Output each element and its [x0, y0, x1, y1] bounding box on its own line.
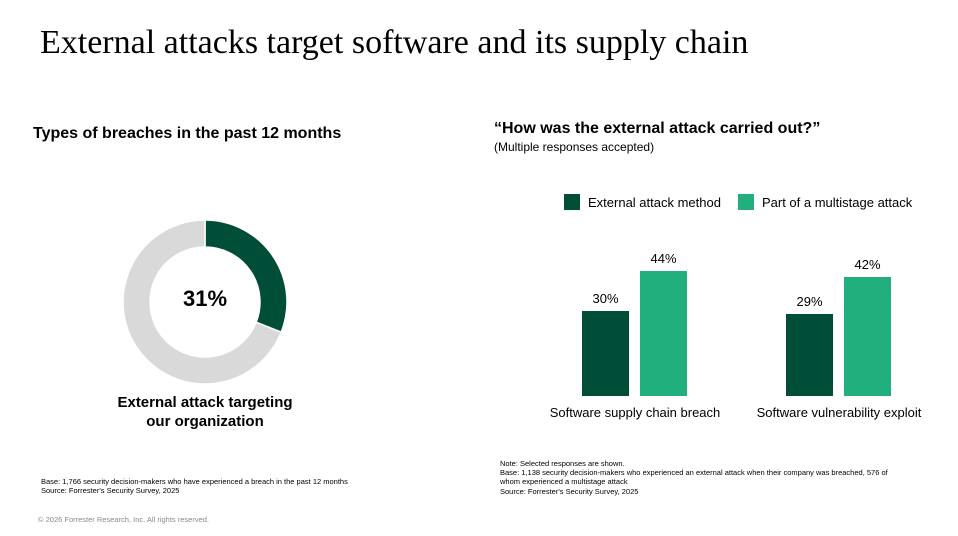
- category-label-supply-chain: Software supply chain breach: [549, 405, 721, 420]
- donut-caption-line1: External attack targeting: [117, 394, 293, 411]
- bar-value-label: 30%: [592, 290, 619, 306]
- bar-supply-chain-multistage: [640, 271, 687, 396]
- copyright: © 2026 Forrester Research, Inc. All righ…: [38, 515, 210, 524]
- left-footnote-base: Base: 1,766 security decision-makers who…: [41, 477, 348, 486]
- bar-value-label: 42%: [854, 256, 881, 272]
- bar-vulnerability-multistage: [844, 276, 891, 396]
- bar-vulnerability-external-method: [786, 313, 833, 396]
- right-footnote-base-2: whom experienced a multistage attack: [500, 477, 628, 486]
- donut-caption-line2: our organization: [146, 413, 264, 430]
- left-footnote-source: Source: Forrester's Security Survey, 202…: [41, 486, 180, 495]
- right-footnote-base-1: Base: 1,138 security decision-makers who…: [500, 468, 888, 477]
- bar-value-label: 44%: [650, 251, 677, 266]
- legend-swatch-dark-green: [564, 194, 580, 210]
- donut-caption: External attack targeting our organizati…: [90, 393, 320, 431]
- bar-chart-legend: External attack method Part of a multist…: [564, 194, 929, 210]
- right-footnote-source: Source: Forrester's Security Survey, 202…: [500, 487, 639, 496]
- donut-segment-other: [122, 219, 283, 385]
- right-footnote: Note: Selected responses are shown. Base…: [500, 459, 888, 496]
- legend-item-multistage-attack: Part of a multistage attack: [737, 194, 913, 210]
- category-label-vulnerability: Software vulnerability exploit: [756, 405, 922, 420]
- legend-label: Part of a multistage attack: [761, 194, 913, 210]
- donut-chart: [122, 219, 288, 385]
- bar-chart-title: “How was the external attack carried out…: [494, 120, 821, 137]
- right-footnote-note: Note: Selected responses are shown.: [500, 459, 625, 468]
- slide-title: External attacks target software and its…: [40, 24, 749, 61]
- left-footnote: Base: 1,766 security decision-makers who…: [41, 477, 348, 495]
- bar-chart-subtitle: (Multiple responses accepted): [494, 140, 655, 154]
- bar-supply-chain-external-method: [582, 310, 629, 396]
- bar-value-label: 29%: [796, 293, 823, 309]
- legend-item-external-attack-method: External attack method: [564, 194, 721, 210]
- donut-chart-title: Types of breaches in the past 12 months: [33, 125, 342, 142]
- donut-center-value: 31%: [182, 286, 228, 311]
- legend-label: External attack method: [588, 194, 721, 210]
- legend-swatch-light-green: [737, 194, 754, 210]
